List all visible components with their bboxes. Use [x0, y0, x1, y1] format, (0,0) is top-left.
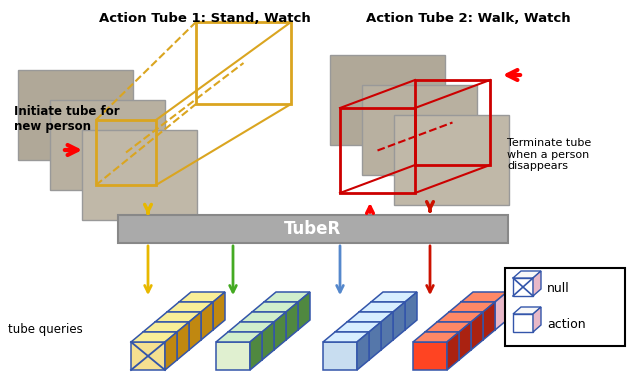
Polygon shape: [262, 322, 274, 360]
Polygon shape: [513, 271, 541, 278]
Text: null: null: [547, 282, 570, 294]
Polygon shape: [533, 307, 541, 332]
Polygon shape: [143, 322, 189, 332]
Polygon shape: [179, 302, 213, 330]
Polygon shape: [347, 312, 393, 322]
Polygon shape: [437, 322, 471, 350]
Polygon shape: [483, 302, 495, 340]
Polygon shape: [533, 271, 541, 296]
Polygon shape: [167, 302, 213, 312]
Polygon shape: [131, 342, 165, 370]
Polygon shape: [513, 307, 541, 314]
Polygon shape: [264, 302, 298, 330]
FancyBboxPatch shape: [18, 70, 133, 160]
Polygon shape: [201, 302, 213, 340]
Polygon shape: [335, 332, 369, 360]
Polygon shape: [252, 312, 286, 340]
FancyBboxPatch shape: [394, 115, 509, 205]
Polygon shape: [177, 322, 189, 360]
Polygon shape: [298, 292, 310, 330]
Polygon shape: [413, 342, 447, 370]
Polygon shape: [179, 292, 225, 302]
Polygon shape: [323, 332, 369, 342]
Text: tube queries: tube queries: [8, 323, 83, 337]
Polygon shape: [369, 322, 381, 360]
Polygon shape: [216, 332, 262, 342]
Polygon shape: [143, 332, 177, 360]
Polygon shape: [335, 322, 381, 332]
FancyBboxPatch shape: [505, 268, 625, 346]
Text: Terminate tube
when a person
disappears: Terminate tube when a person disappears: [507, 138, 591, 171]
Polygon shape: [155, 312, 201, 322]
Polygon shape: [228, 322, 274, 332]
Polygon shape: [461, 292, 507, 302]
Polygon shape: [425, 332, 459, 360]
Polygon shape: [405, 292, 417, 330]
Polygon shape: [513, 314, 533, 332]
Polygon shape: [165, 332, 177, 370]
Polygon shape: [459, 322, 471, 360]
Polygon shape: [381, 312, 393, 350]
Polygon shape: [274, 312, 286, 350]
Polygon shape: [228, 332, 262, 360]
Polygon shape: [447, 332, 459, 370]
Polygon shape: [461, 302, 495, 330]
Polygon shape: [495, 292, 507, 330]
Polygon shape: [371, 302, 405, 330]
Text: TubeR: TubeR: [284, 220, 342, 238]
Polygon shape: [167, 312, 201, 340]
FancyBboxPatch shape: [50, 100, 165, 190]
Polygon shape: [347, 322, 381, 350]
Text: Initiate tube for
new person: Initiate tube for new person: [14, 105, 120, 133]
FancyBboxPatch shape: [362, 85, 477, 175]
Polygon shape: [359, 312, 393, 340]
Polygon shape: [216, 342, 250, 370]
Polygon shape: [240, 322, 274, 350]
Polygon shape: [155, 322, 189, 350]
Polygon shape: [371, 292, 417, 302]
Polygon shape: [513, 278, 533, 296]
Polygon shape: [357, 332, 369, 370]
Polygon shape: [425, 322, 471, 332]
Polygon shape: [449, 312, 483, 340]
Polygon shape: [240, 312, 286, 322]
Polygon shape: [359, 302, 405, 312]
Polygon shape: [393, 302, 405, 340]
Polygon shape: [252, 302, 298, 312]
Polygon shape: [471, 312, 483, 350]
FancyBboxPatch shape: [82, 130, 197, 220]
FancyBboxPatch shape: [118, 215, 508, 243]
Polygon shape: [286, 302, 298, 340]
Polygon shape: [264, 292, 310, 302]
Text: Action Tube 2: Walk, Watch: Action Tube 2: Walk, Watch: [365, 12, 570, 25]
Polygon shape: [437, 312, 483, 322]
Polygon shape: [213, 292, 225, 330]
Polygon shape: [250, 332, 262, 370]
Polygon shape: [413, 332, 459, 342]
Polygon shape: [323, 342, 357, 370]
Polygon shape: [189, 312, 201, 350]
Text: Action Tube 1: Stand, Watch: Action Tube 1: Stand, Watch: [99, 12, 311, 25]
Polygon shape: [449, 302, 495, 312]
Text: action: action: [547, 317, 586, 331]
FancyBboxPatch shape: [330, 55, 445, 145]
Polygon shape: [131, 332, 177, 342]
